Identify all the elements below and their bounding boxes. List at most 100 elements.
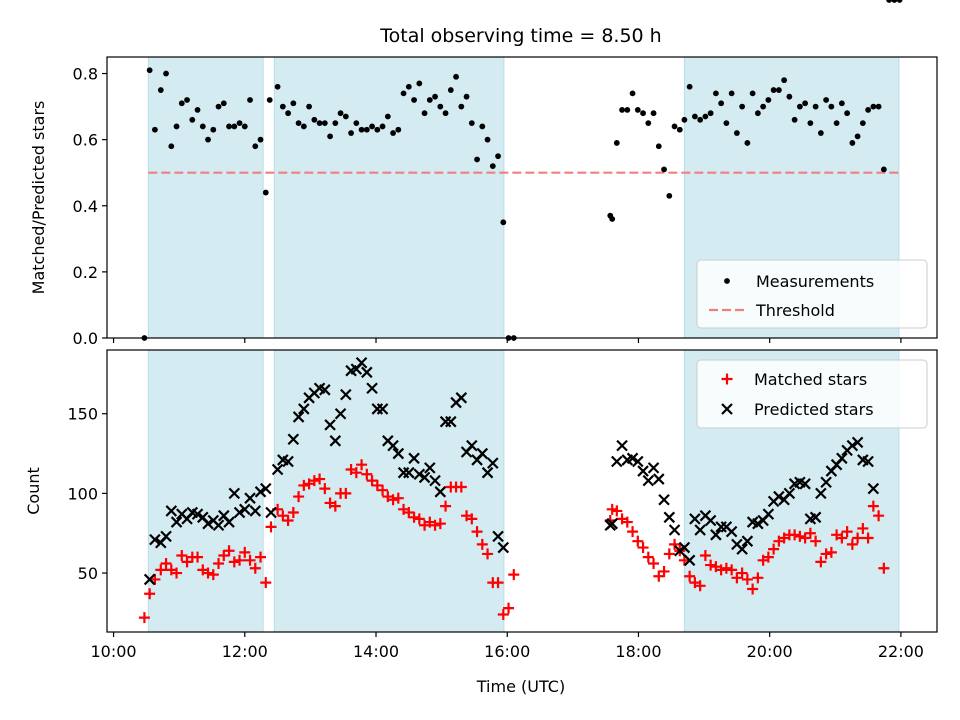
matched-star-point [293, 491, 305, 503]
predicted-star-point [647, 462, 660, 474]
measurement-point [786, 93, 793, 100]
measurement-point [321, 120, 328, 127]
ratio-shaded-interval [147, 56, 264, 339]
matched-star-point [678, 554, 690, 566]
measurement-point [875, 103, 882, 110]
legend-measurements-label: Measurements [756, 272, 874, 291]
predicted-star-point [762, 508, 775, 520]
matched-star-point [228, 556, 240, 568]
measurement-point [859, 120, 866, 127]
predicted-star-point [149, 533, 161, 546]
measurement-point [395, 126, 402, 133]
matched-star-point [440, 500, 452, 512]
measurement-point [189, 116, 196, 123]
predicted-star-point [668, 524, 681, 536]
count-y-tick-label: 50 [78, 564, 98, 583]
measurement-point [749, 90, 756, 97]
matched-star-point [350, 467, 362, 479]
x-tick-label: 16:00 [484, 642, 530, 661]
predicted-star-point [249, 505, 262, 517]
matched-star-point [434, 518, 446, 530]
predicted-star-point [606, 517, 618, 530]
measurement-point [453, 73, 459, 80]
measurement-point [723, 120, 730, 127]
matched-star-point [192, 551, 204, 563]
measurement-point [886, 0, 893, 3]
ratio-panel-frame [106, 56, 938, 339]
predicted-star-point [334, 407, 347, 420]
predicted-star-point [694, 524, 706, 536]
predicted-star-point [429, 474, 441, 487]
predicted-star-point [329, 435, 342, 447]
matched-star-point [144, 588, 156, 600]
measurement-point [337, 110, 344, 117]
predicted-star-point [355, 356, 368, 369]
measurement-point [619, 106, 625, 113]
matched-star-point [642, 551, 654, 563]
matched-star-point [836, 532, 848, 544]
predicted-star-point [170, 516, 183, 528]
matched-star-point [361, 468, 373, 480]
measurement-point [812, 103, 819, 110]
predicted-star-point [445, 415, 457, 428]
measurement-point [661, 166, 667, 173]
x-tick-label: 22:00 [878, 642, 924, 661]
measurement-point [802, 100, 809, 107]
matched-star-point [653, 570, 665, 582]
measurement-point [241, 123, 248, 130]
predicted-star-point [239, 503, 251, 516]
matched-star-point [155, 564, 167, 576]
measurement-point [828, 103, 835, 110]
matched-star-point [846, 538, 858, 550]
matched-star-point [736, 567, 748, 579]
matched-star-point [720, 562, 732, 574]
count-shaded-interval [147, 349, 264, 633]
measurement-point [247, 97, 253, 103]
measurement-point [712, 90, 719, 97]
predicted-star-point [165, 505, 178, 517]
measurement-point [262, 189, 269, 196]
predicted-star-point [725, 525, 738, 538]
measurement-point [173, 123, 180, 130]
measurement-point [838, 100, 845, 107]
measurement-point [295, 120, 302, 127]
measurement-point [290, 100, 297, 107]
matched-star-point [820, 548, 832, 560]
matched-star-point [497, 608, 509, 620]
matched-star-point [277, 510, 289, 522]
matched-star-point [482, 548, 494, 560]
predicted-star-point [642, 474, 655, 487]
predicted-star-point [424, 462, 436, 474]
measurement-point [194, 106, 201, 113]
legend-matched-marker [721, 373, 733, 385]
measurement-point [274, 83, 281, 90]
count-legend-box [696, 359, 928, 429]
matched-star-point [260, 577, 272, 589]
matched-star-point [804, 527, 816, 539]
measurement-point [474, 156, 480, 163]
predicted-star-point [487, 457, 499, 469]
matched-star-point [392, 492, 404, 504]
measurement-point [426, 97, 433, 103]
measurement-point [358, 126, 365, 133]
predicted-star-point [403, 466, 415, 479]
ratio-panel: 0.00.20.40.60.8 Matched/Predicted stars … [29, 0, 938, 348]
matched-star-point [340, 487, 352, 499]
predicted-star-point [160, 530, 172, 543]
legend-predicted-marker [721, 403, 733, 415]
predicted-star-point [434, 486, 447, 498]
measurement-point [458, 103, 465, 110]
predicted-star-point [282, 455, 294, 468]
measurement-point [157, 87, 164, 93]
legend-predicted-label: Predicted stars [754, 400, 874, 419]
matched-star-point [319, 483, 331, 495]
measurement-point [384, 113, 391, 120]
predicted-star-point [752, 517, 764, 530]
measurement-point [463, 93, 470, 100]
predicted-star-point [292, 411, 305, 423]
measurement-point [163, 70, 169, 77]
measurement-point [327, 133, 333, 140]
matched-star-point [387, 494, 399, 506]
measurement-point [650, 110, 657, 117]
